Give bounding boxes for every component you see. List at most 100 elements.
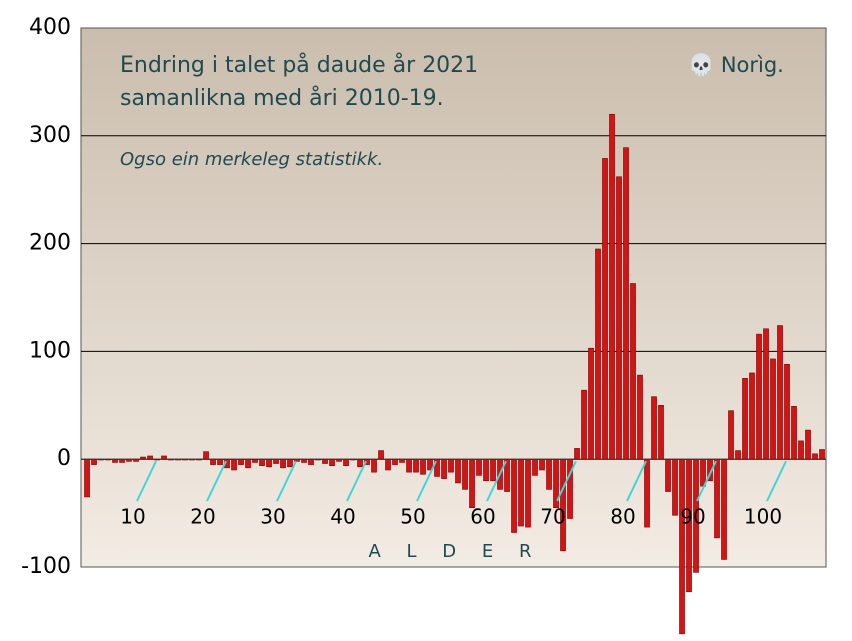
bar [763,328,769,460]
bar [441,458,447,479]
x-tick-label: 100 [744,505,782,529]
bar [784,364,790,460]
x-tick-label: 30 [260,505,285,529]
bar [238,458,244,465]
bar [406,458,412,473]
y-tick-label: 400 [29,15,71,40]
bar [588,347,594,460]
bar [777,325,783,460]
bar [525,458,531,528]
x-tick-label: 50 [400,505,425,529]
bar [287,458,293,468]
bar [378,450,384,460]
x-tick-mark [346,460,367,502]
bar [749,372,755,460]
bar [462,458,468,490]
bar [245,458,251,469]
x-tick-label: 70 [540,505,565,529]
x-tick-mark [276,460,297,502]
bar [700,458,706,487]
bar [532,458,538,476]
bar [455,458,461,484]
bar [637,374,643,460]
bar [448,458,454,473]
bar [798,440,804,460]
bar [574,448,580,460]
bar [266,458,272,468]
bar [91,458,97,465]
bar [595,248,601,460]
bar [791,406,797,460]
y-tick-label: 200 [29,231,71,256]
x-tick-label: 80 [610,505,635,529]
bar [728,410,734,460]
x-axis-label: A L D E R [369,541,542,562]
x-tick-mark [416,460,437,502]
bar [469,458,475,509]
x-tick-label: 60 [470,505,495,529]
bar [210,458,216,465]
bar [714,458,720,539]
bar [581,389,587,460]
bar [420,458,426,475]
annotation: 💀 Norìg. [688,52,784,77]
bar [357,458,363,468]
x-tick-label: 90 [680,505,705,529]
bar [329,458,335,466]
bar [812,453,818,460]
bar [343,458,349,466]
subtitle: Ogso ein merkeleg statistikk. [120,149,383,170]
bar [476,458,482,476]
bar [609,113,615,460]
bar [273,458,279,464]
bar [819,449,825,460]
bar [546,458,552,490]
x-tick-mark [136,460,157,502]
x-tick-label: 40 [330,505,355,529]
x-tick-mark [486,460,507,502]
bar [539,458,545,471]
bar [490,458,496,482]
bar [658,404,664,460]
bar [630,283,636,460]
bar [735,450,741,460]
x-tick-mark [206,460,227,502]
bar [385,458,391,471]
x-tick-mark [556,460,577,502]
x-tick-mark [626,460,647,502]
bar [217,458,223,465]
bar [392,458,398,465]
bar [602,158,608,460]
bar [651,396,657,460]
bar [616,176,622,460]
bar [280,458,286,469]
x-tick-label: 20 [190,505,215,529]
x-tick-mark [696,460,717,502]
bar [203,451,209,460]
bar [413,458,419,473]
bar [518,458,524,527]
y-tick-label: 300 [29,123,71,148]
chart-title: samanlikna med åri 2010-19. [120,85,444,111]
bar [259,458,265,466]
y-tick-label: 100 [29,338,71,363]
bar [623,147,629,460]
bar [672,458,678,516]
bar [721,458,727,560]
bar [756,333,762,460]
bar [805,429,811,460]
bar [308,458,314,465]
bar [511,458,517,533]
bar [483,458,489,482]
bar [742,378,748,460]
bar [322,458,328,464]
bar [665,458,671,492]
y-tick-label: -100 [21,554,71,579]
bar [371,458,377,473]
bar [679,458,685,635]
bar [231,458,237,471]
bar [644,458,650,528]
bar [770,358,776,460]
x-tick-label: 10 [120,505,145,529]
